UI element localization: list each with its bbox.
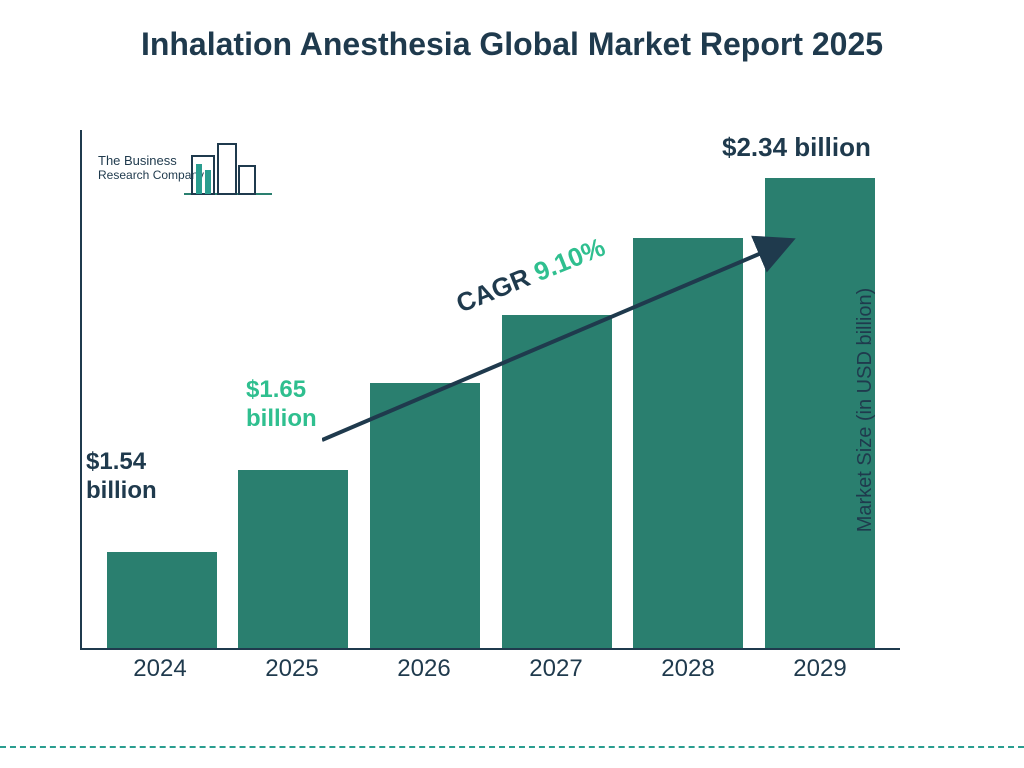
chart-container: The Business Research Company $1.54 bill…	[80, 130, 940, 690]
xlabel-4: 2028	[633, 655, 743, 683]
chart-title: Inhalation Anesthesia Global Market Repo…	[0, 0, 1024, 74]
y-axis-label: Market Size (in USD billion)	[854, 288, 877, 533]
xlabel-2: 2026	[369, 655, 479, 683]
bar-2028	[633, 238, 743, 648]
value-label-2024: $1.54 billion	[86, 448, 157, 506]
value-label-2025-amount: $1.65	[246, 376, 306, 403]
value-label-2024-amount: $1.54	[86, 448, 146, 475]
bar-2027	[502, 315, 612, 648]
x-axis-labels: 2024 2025 2026 2027 2028 2029	[80, 655, 900, 683]
xlabel-3: 2027	[501, 655, 611, 683]
xlabel-1: 2025	[237, 655, 347, 683]
xlabel-0: 2024	[105, 655, 215, 683]
value-label-2025-unit: billion	[246, 405, 317, 432]
bar-2024	[107, 552, 217, 648]
xlabel-5: 2029	[765, 655, 875, 683]
footer-dashed-line	[0, 746, 1024, 748]
bar-2026	[370, 383, 480, 648]
bar-2025	[238, 470, 348, 648]
bars-group	[82, 130, 900, 648]
value-label-2029-amount: $2.34 billion	[722, 132, 871, 162]
value-label-2029: $2.34 billion	[722, 132, 871, 163]
value-label-2025: $1.65 billion	[246, 376, 317, 434]
plot-area: $1.54 billion $1.65 billion $2.34 billio…	[80, 130, 900, 650]
value-label-2024-unit: billion	[86, 477, 157, 504]
